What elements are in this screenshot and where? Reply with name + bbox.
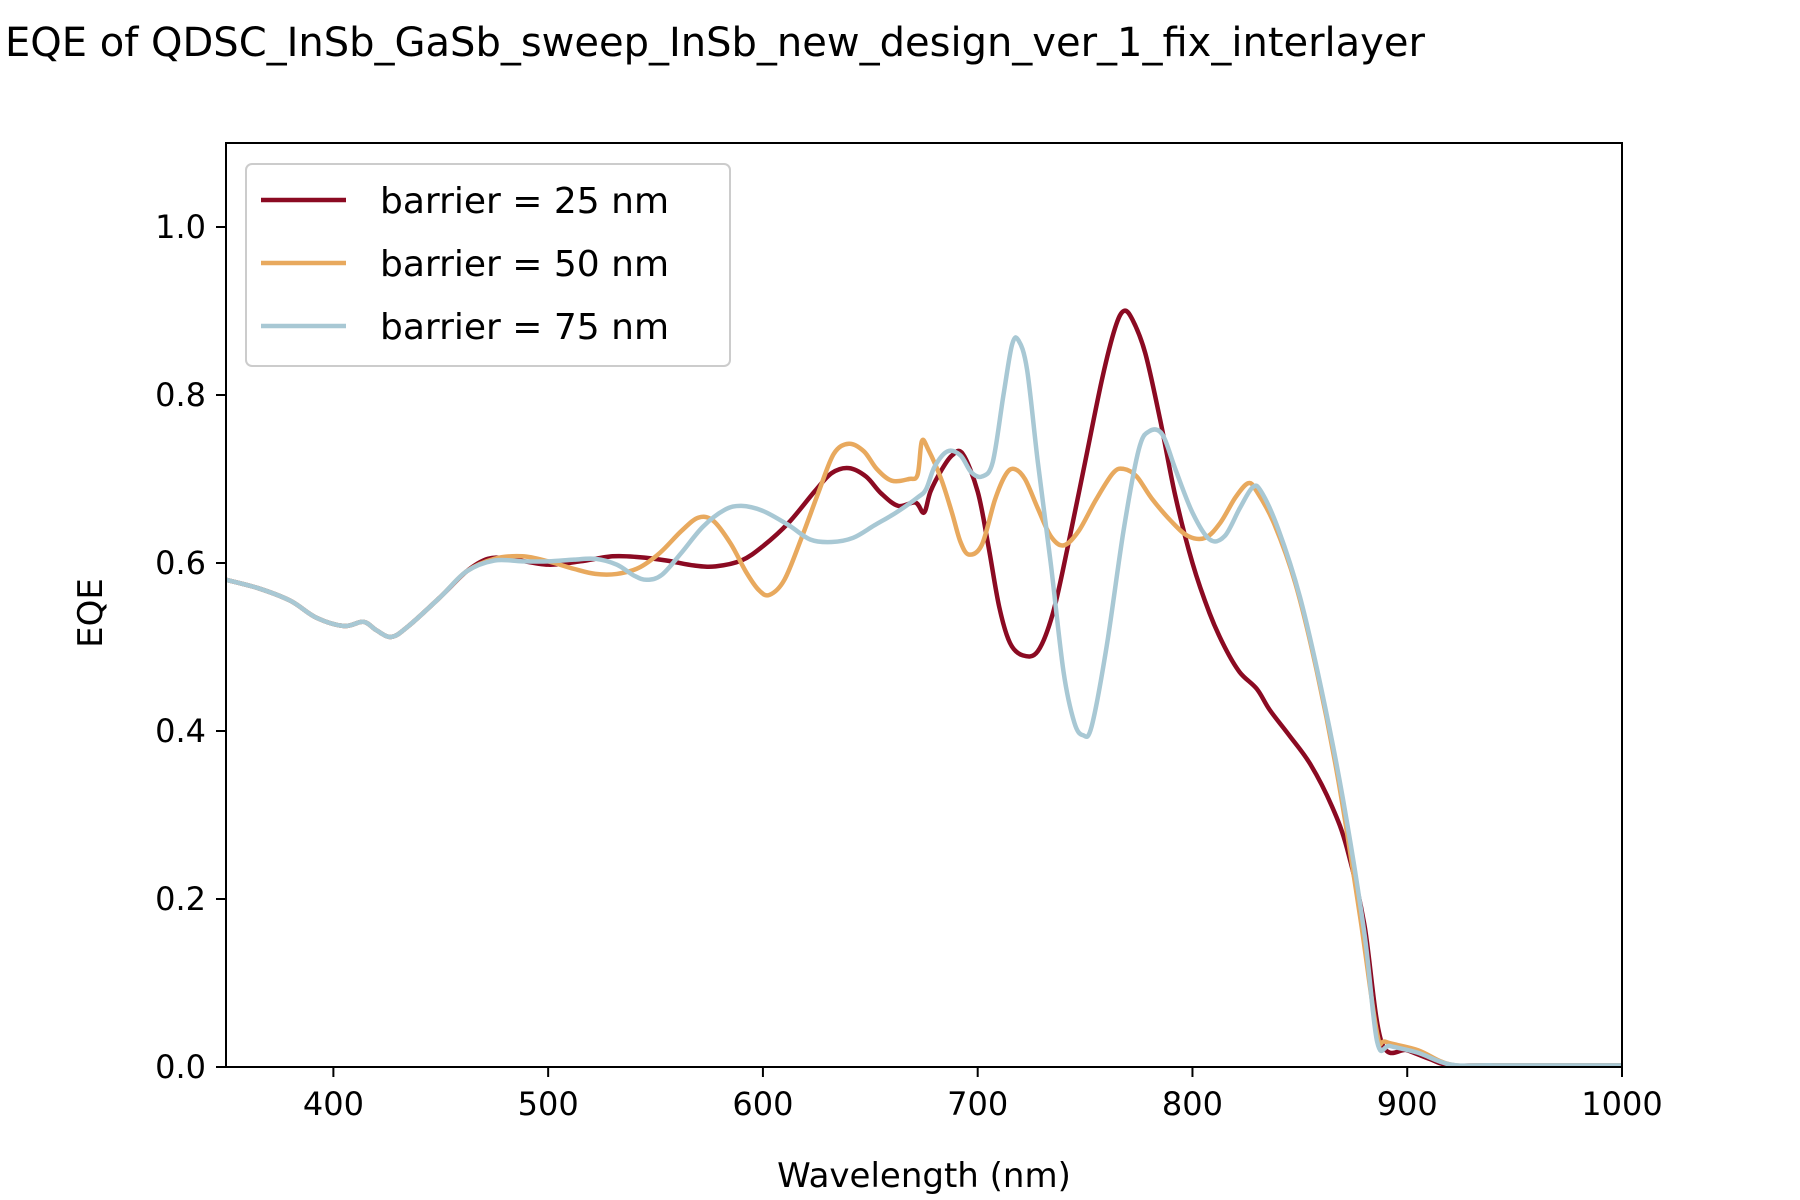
y-tick-label: 0.8 xyxy=(155,376,206,414)
series-line-1 xyxy=(226,437,1622,1067)
plot-lines xyxy=(226,308,1622,1067)
series-line-2 xyxy=(226,335,1622,1067)
x-tick-label: 400 xyxy=(303,1085,364,1123)
chart-title: EQE of QDSC_InSb_GaSb_sweep_InSb_new_des… xyxy=(5,20,1425,66)
y-tick-label: 0.2 xyxy=(155,880,206,918)
y-tick-label: 0.4 xyxy=(155,712,206,750)
x-axis-title: Wavelength (nm) xyxy=(777,1156,1071,1196)
x-axis: 400 500 600 700 800 900 1000 xyxy=(303,1067,1663,1123)
x-tick-label: 700 xyxy=(947,1085,1008,1123)
plot-frame xyxy=(225,142,1623,1068)
legend: barrier = 25 nm barrier = 50 nm barrier … xyxy=(245,163,731,367)
y-axis: 0.0 0.2 0.4 0.6 0.8 1.0 xyxy=(155,208,226,1086)
x-tick-label: 1000 xyxy=(1581,1085,1662,1123)
x-tick-label: 800 xyxy=(1162,1085,1223,1123)
x-tick-label: 500 xyxy=(518,1085,579,1123)
y-tick-label: 0.0 xyxy=(155,1048,206,1086)
x-tick-label: 900 xyxy=(1377,1085,1438,1123)
y-tick-label: 0.6 xyxy=(155,544,206,582)
legend-label-barrier-25nm: barrier = 25 nm xyxy=(380,181,669,222)
legend-label-barrier-75nm: barrier = 75 nm xyxy=(380,307,669,348)
y-axis-title: EQE xyxy=(71,578,111,648)
legend-label-barrier-50nm: barrier = 50 nm xyxy=(380,244,669,285)
y-tick-label: 1.0 xyxy=(155,208,206,246)
x-tick-label: 600 xyxy=(732,1085,793,1123)
legend-box xyxy=(245,163,731,367)
series-line-0 xyxy=(226,308,1622,1067)
